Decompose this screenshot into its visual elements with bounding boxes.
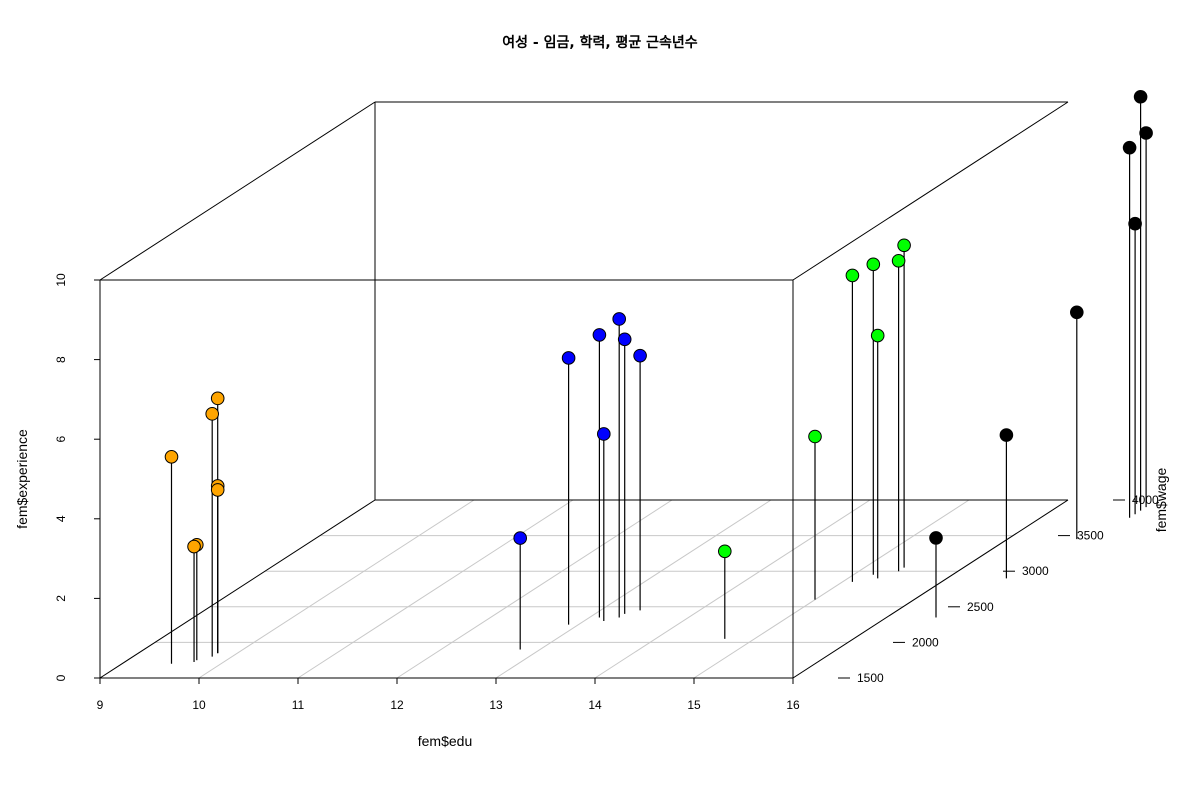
y-tick-label: 2500 xyxy=(967,600,994,614)
data-point xyxy=(210,391,225,406)
axis-ticks: 9 10 11 12 13 14 15 16 0 2 4 6 8 10 1500 2000 2500 3000 35… xyxy=(54,273,1159,712)
x-tick-label: 11 xyxy=(292,698,305,712)
grid-line-x xyxy=(297,499,574,679)
data-point xyxy=(1128,216,1142,231)
data-point xyxy=(633,348,647,363)
data-point xyxy=(187,539,201,554)
data-point xyxy=(164,450,179,464)
grid-line-x xyxy=(693,499,970,679)
y-tick-label: 3500 xyxy=(1077,529,1104,543)
chart-title: 여성 - 임금, 학력, 평균 근속년수 xyxy=(502,34,697,51)
z-tick-label: 8 xyxy=(54,356,68,363)
box-edge xyxy=(99,101,376,281)
data-point xyxy=(870,328,885,343)
data-point xyxy=(210,483,225,497)
z-tick-label: 2 xyxy=(54,595,68,602)
data-point xyxy=(597,427,611,441)
data-point xyxy=(513,531,528,545)
z-tick-label: 10 xyxy=(54,273,68,287)
data-point xyxy=(1133,89,1148,104)
x-tick-label: 16 xyxy=(786,698,800,712)
data-point xyxy=(929,531,943,545)
data-point xyxy=(845,268,860,283)
plot-box xyxy=(99,101,1069,679)
data-point xyxy=(897,238,911,253)
z-tick-label: 6 xyxy=(54,436,68,443)
grid-line-x xyxy=(495,499,772,679)
data-point xyxy=(1122,140,1137,155)
data-point xyxy=(561,351,576,365)
y-tick-label: 1500 xyxy=(857,671,884,685)
box-edge xyxy=(792,101,1069,281)
data-point xyxy=(592,328,607,342)
x-tick-label: 15 xyxy=(687,698,701,712)
data-point xyxy=(866,257,881,272)
y-tick-label: 3000 xyxy=(1022,564,1049,578)
data-point xyxy=(612,312,627,326)
box-edge xyxy=(792,499,1069,679)
x-axis-label: fem$edu xyxy=(418,733,472,749)
y-tick-label: 2000 xyxy=(912,635,939,649)
data-point xyxy=(808,429,822,444)
data-point xyxy=(205,407,219,421)
x-tick-label: 12 xyxy=(390,698,404,712)
data-point xyxy=(891,253,906,268)
data-points xyxy=(164,89,1153,559)
x-tick-label: 10 xyxy=(192,698,206,712)
data-point xyxy=(1139,126,1153,140)
z-tick-label: 4 xyxy=(54,515,68,522)
y-axis-label: fem$wage xyxy=(1153,467,1169,532)
data-point xyxy=(718,544,732,559)
point-stems xyxy=(170,96,1147,664)
floor-grid xyxy=(99,499,1069,679)
data-point xyxy=(1070,305,1084,320)
x-tick-label: 13 xyxy=(489,698,503,712)
grid-line-x xyxy=(198,499,475,679)
grid-line-x xyxy=(594,499,871,679)
box-edge xyxy=(99,499,376,679)
data-point xyxy=(999,428,1014,442)
x-tick-label: 9 xyxy=(97,698,104,712)
data-point xyxy=(617,332,632,347)
z-tick-label: 0 xyxy=(54,674,68,681)
grid-line-x xyxy=(396,499,673,679)
z-axis-label: fem$experience xyxy=(14,429,30,529)
x-tick-label: 14 xyxy=(588,698,602,712)
